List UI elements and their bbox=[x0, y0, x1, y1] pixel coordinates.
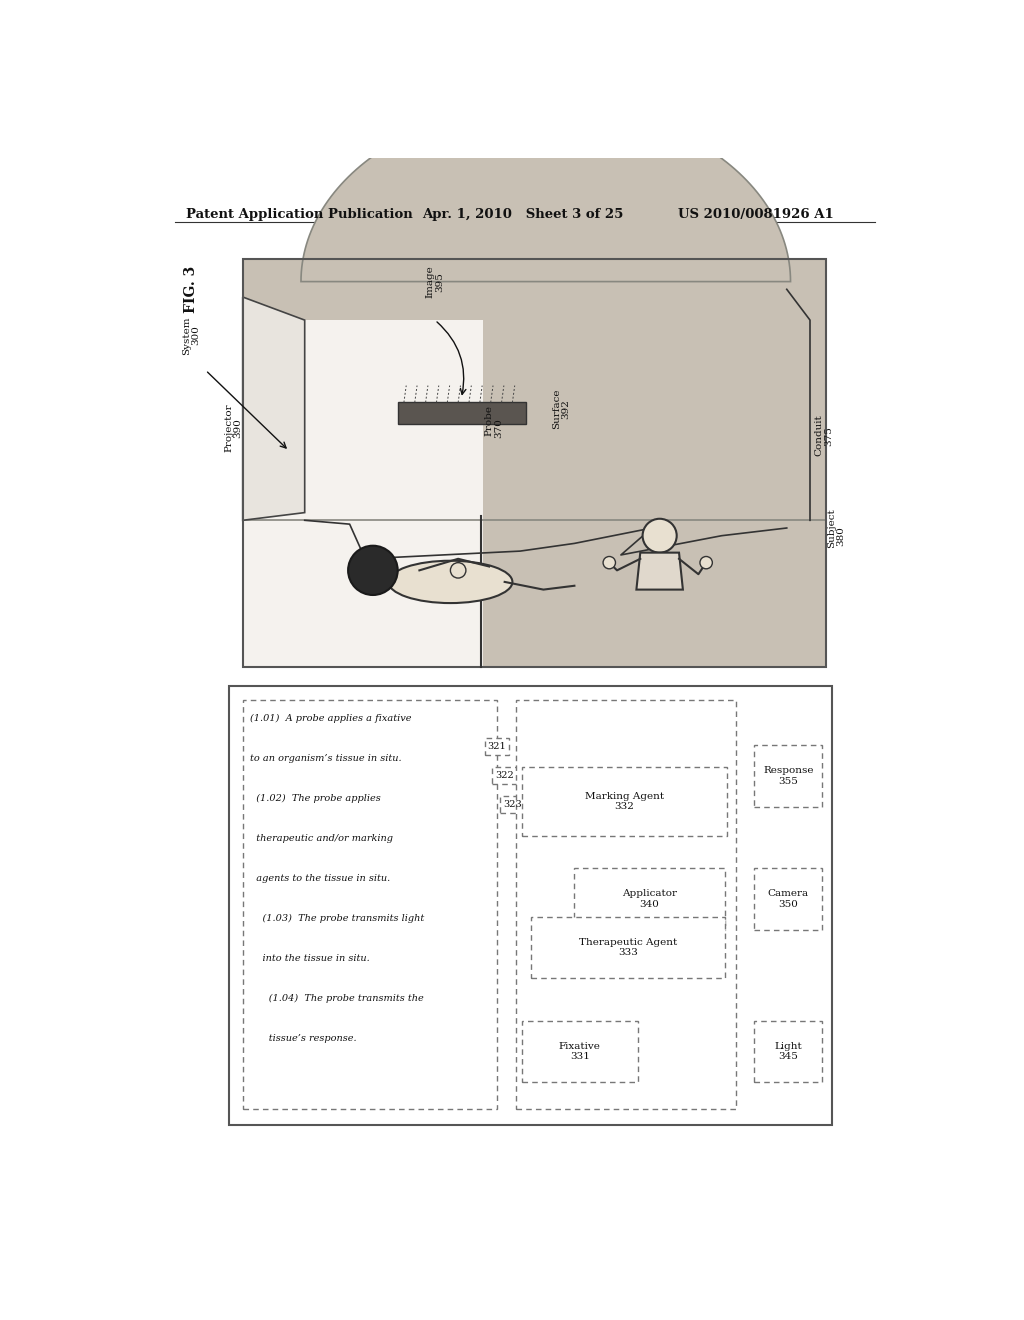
Text: Projector: Projector bbox=[224, 404, 233, 453]
Text: Conduit: Conduit bbox=[815, 414, 823, 457]
Text: to an organism’s tissue in situ.: to an organism’s tissue in situ. bbox=[251, 754, 402, 763]
Text: Light
345: Light 345 bbox=[774, 1041, 802, 1061]
Text: 322: 322 bbox=[496, 771, 514, 780]
Text: 390: 390 bbox=[233, 418, 243, 438]
Text: 321: 321 bbox=[487, 742, 506, 751]
Circle shape bbox=[451, 562, 466, 578]
Text: agents to the tissue in situ.: agents to the tissue in situ. bbox=[251, 874, 391, 883]
Text: (1.01)  A probe applies a fixative: (1.01) A probe applies a fixative bbox=[251, 714, 412, 722]
Circle shape bbox=[643, 519, 677, 553]
Text: 392: 392 bbox=[561, 399, 570, 418]
Bar bbox=[531, 917, 725, 978]
Text: (1.03)  The probe transmits light: (1.03) The probe transmits light bbox=[251, 913, 425, 923]
Text: FIG. 3: FIG. 3 bbox=[183, 267, 198, 313]
Text: into the tissue in situ.: into the tissue in situ. bbox=[251, 954, 371, 962]
Bar bbox=[755, 1020, 822, 1082]
Text: therapeutic and/or marking: therapeutic and/or marking bbox=[251, 834, 393, 842]
Bar bbox=[500, 796, 524, 813]
Bar bbox=[484, 738, 509, 755]
Text: (1.02)  The probe applies: (1.02) The probe applies bbox=[251, 793, 381, 803]
Text: Surface: Surface bbox=[552, 388, 561, 429]
Text: Fixative
331: Fixative 331 bbox=[559, 1041, 601, 1061]
Text: Therapeutic Agent
333: Therapeutic Agent 333 bbox=[579, 939, 677, 957]
Bar bbox=[243, 700, 497, 1109]
Text: Applicator
340: Applicator 340 bbox=[622, 890, 677, 909]
Bar bbox=[397, 403, 525, 424]
Bar bbox=[243, 259, 825, 667]
Bar bbox=[755, 744, 822, 807]
Text: US 2010/0081926 A1: US 2010/0081926 A1 bbox=[678, 209, 834, 222]
Bar bbox=[573, 869, 725, 929]
Text: Camera
350: Camera 350 bbox=[768, 890, 809, 909]
Text: Response
355: Response 355 bbox=[763, 766, 813, 785]
Text: 300: 300 bbox=[190, 326, 200, 346]
Text: 375: 375 bbox=[824, 425, 834, 446]
Text: Image: Image bbox=[426, 265, 435, 298]
Text: tissue’s response.: tissue’s response. bbox=[251, 1034, 357, 1043]
Bar bbox=[755, 869, 822, 929]
Polygon shape bbox=[636, 553, 683, 590]
Text: Apr. 1, 2010   Sheet 3 of 25: Apr. 1, 2010 Sheet 3 of 25 bbox=[423, 209, 624, 222]
Circle shape bbox=[348, 545, 397, 595]
Text: Marking Agent
332: Marking Agent 332 bbox=[585, 792, 664, 810]
Bar bbox=[515, 700, 736, 1109]
Text: Patent Application Publication: Patent Application Publication bbox=[186, 209, 413, 222]
Text: System: System bbox=[181, 317, 190, 355]
Bar bbox=[243, 259, 825, 667]
Bar bbox=[243, 321, 483, 667]
Polygon shape bbox=[243, 297, 305, 520]
Text: (1.04)  The probe transmits the: (1.04) The probe transmits the bbox=[251, 994, 424, 1003]
Text: 370: 370 bbox=[494, 418, 503, 438]
Bar bbox=[493, 767, 517, 784]
Bar bbox=[228, 686, 831, 1125]
Circle shape bbox=[700, 557, 713, 569]
Ellipse shape bbox=[388, 561, 512, 603]
Bar bbox=[521, 1020, 638, 1082]
Bar bbox=[521, 767, 727, 836]
Circle shape bbox=[603, 557, 615, 569]
Text: Subject: Subject bbox=[827, 508, 837, 548]
Text: 323: 323 bbox=[503, 800, 522, 809]
Polygon shape bbox=[301, 104, 791, 281]
Text: 395: 395 bbox=[435, 272, 444, 292]
Text: 380: 380 bbox=[837, 525, 846, 545]
Text: Probe: Probe bbox=[484, 405, 494, 436]
